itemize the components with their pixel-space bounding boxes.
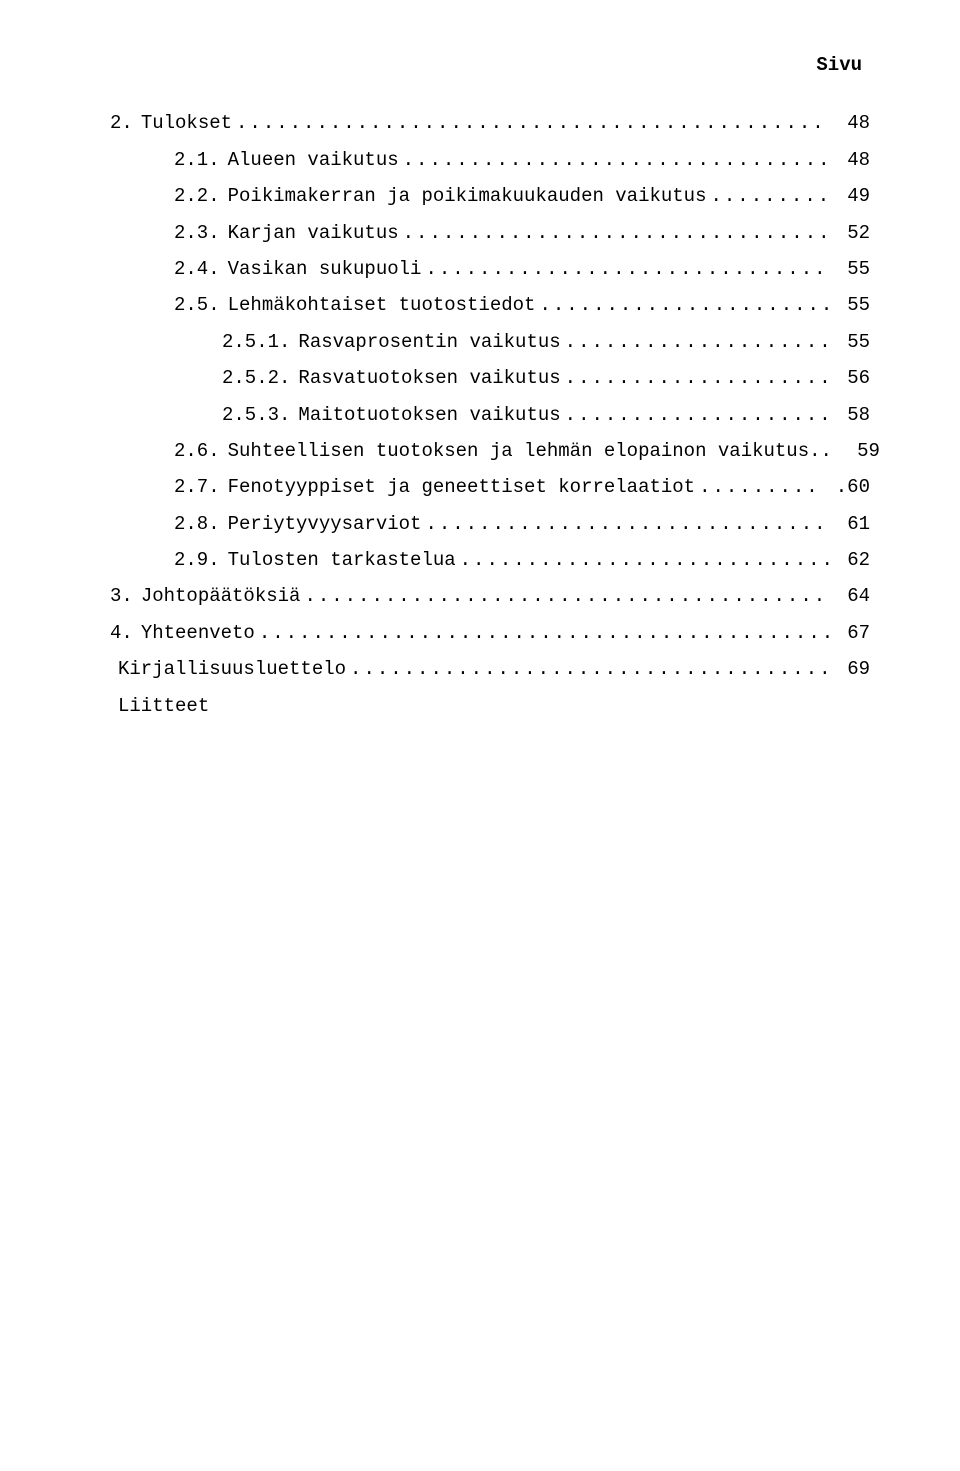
toc-entry: 2.3.Karjan vaikutus 52: [110, 218, 870, 248]
toc-entry-number: 2.1.: [174, 145, 228, 175]
toc-entry-title: Rasvaprosentin vaikutus: [298, 327, 560, 357]
toc-entry: 2.8.Periytyvyysarviot 61: [110, 509, 870, 539]
toc-entry: 2.9.Tulosten tarkastelua 62: [110, 545, 870, 575]
toc-entry-page: 64: [830, 581, 870, 611]
toc-leader-dots: [421, 509, 830, 539]
toc-leader-dots: [346, 654, 830, 684]
toc-entry-title: Tulosten tarkastelua: [228, 545, 456, 575]
toc-entry-title: Karjan vaikutus: [228, 218, 399, 248]
toc-entry-number: 2.3.: [174, 218, 228, 248]
toc-entry-page: 67: [830, 618, 870, 648]
toc-entry: 2.4.Vasikan sukupuoli 55: [110, 254, 870, 284]
table-of-contents: 2.Tulokset 48 2.1.Alueen vaikutus 48 2.2.Poi…: [110, 108, 870, 721]
toc-leader-dots: [255, 618, 830, 648]
toc-entry-title: Vasikan sukupuoli: [228, 254, 422, 284]
toc-entry-number: 2.: [110, 108, 141, 138]
toc-entry-page: 55: [830, 290, 870, 320]
toc-entry-title: Maitotuotoksen vaikutus: [298, 400, 560, 430]
toc-entry-number: 2.6.: [174, 436, 228, 466]
toc-leader-dots: [399, 218, 830, 248]
toc-entry-page: 59: [840, 436, 880, 466]
toc-entry-number: 4.: [110, 618, 141, 648]
toc-entry-title: Alueen vaikutus: [228, 145, 399, 175]
toc-entry-page: 56: [830, 363, 870, 393]
toc-leader-dots: [561, 327, 830, 357]
toc-entry: 2.2.Poikimakerran ja poikimakuukauden va…: [110, 181, 870, 211]
toc-entry-title: Periytyvyysarviot: [228, 509, 422, 539]
toc-entry-page: 62: [830, 545, 870, 575]
toc-entry-title: Suhteellisen tuotoksen ja lehmän elopain…: [228, 436, 832, 466]
toc-leader-dots: [456, 545, 830, 575]
toc-entry-title: Poikimakerran ja poikimakuukauden vaikut…: [228, 181, 707, 211]
toc-entry-page: 49: [830, 181, 870, 211]
page-header-label: Sivu: [816, 54, 862, 76]
toc-leader-dots: [421, 254, 830, 284]
toc-entry-number: 2.2.: [174, 181, 228, 211]
toc-entry-title: Johtopäätöksiä: [141, 581, 301, 611]
toc-entry-number: 2.4.: [174, 254, 228, 284]
toc-entry: 3.Johtopäätöksiä 64: [110, 581, 870, 611]
page-header: Sivu: [110, 50, 870, 80]
toc-leader-dots: [535, 290, 830, 320]
toc-entry-number: 2.9.: [174, 545, 228, 575]
toc-leader-dots: [695, 472, 822, 502]
toc-entry: 4.Yhteenveto 67: [110, 618, 870, 648]
toc-entry-number: 2.5.3.: [222, 400, 298, 430]
toc-leader-dots: [232, 108, 830, 138]
toc-entry-number: 2.5.2.: [222, 363, 298, 393]
toc-entry-page: 58: [830, 400, 870, 430]
toc-entry-page: 48: [830, 108, 870, 138]
toc-entry-page: 69: [830, 654, 870, 684]
toc-entry-title: Liitteet: [118, 691, 209, 721]
toc-entry: 2.6.Suhteellisen tuotoksen ja lehmän elo…: [110, 436, 870, 466]
toc-entry: 2.Tulokset 48: [110, 108, 870, 138]
toc-entry: 2.5.2.Rasvatuotoksen vaikutus 56: [110, 363, 870, 393]
toc-entry-page: 55: [830, 327, 870, 357]
toc-entry-page: 48: [830, 145, 870, 175]
toc-entry-page: 55: [830, 254, 870, 284]
toc-entry-page: 61: [830, 509, 870, 539]
toc-entry: 2.5.1.Rasvaprosentin vaikutus 55: [110, 327, 870, 357]
toc-entry: 2.5.3.Maitotuotoksen vaikutus 58: [110, 400, 870, 430]
toc-entry-number: 3.: [110, 581, 141, 611]
toc-leader-dots: [300, 581, 830, 611]
toc-leader-dots: [399, 145, 830, 175]
toc-entry-title: Kirjallisuusluettelo: [118, 654, 346, 684]
toc-entry-title: Fenotyyppiset ja geneettiset korrelaatio…: [228, 472, 695, 502]
toc-leader-dots: [561, 400, 830, 430]
toc-leader-dots: [561, 363, 830, 393]
toc-entry-page: 52: [830, 218, 870, 248]
toc-entry-title: Tulokset: [141, 108, 232, 138]
toc-entry-title: Rasvatuotoksen vaikutus: [298, 363, 560, 393]
toc-entry: 2.1.Alueen vaikutus 48: [110, 145, 870, 175]
toc-entry: 2.7.Fenotyyppiset ja geneettiset korrela…: [110, 472, 870, 502]
toc-leader-dots: [832, 436, 840, 466]
toc-leader-dots: [707, 181, 831, 211]
toc-entry: 2.5.Lehmäkohtaiset tuotostiedot 55: [110, 290, 870, 320]
toc-entry-title: Lehmäkohtaiset tuotostiedot: [228, 290, 536, 320]
toc-entry-number: 2.8.: [174, 509, 228, 539]
toc-entry-page: .60: [822, 472, 870, 502]
toc-entry-number: 2.5.1.: [222, 327, 298, 357]
toc-entry-number: 2.7.: [174, 472, 228, 502]
toc-entry-title: Yhteenveto: [141, 618, 255, 648]
toc-entry: Liitteet: [110, 691, 870, 721]
toc-entry: Kirjallisuusluettelo 69: [110, 654, 870, 684]
toc-entry-number: 2.5.: [174, 290, 228, 320]
